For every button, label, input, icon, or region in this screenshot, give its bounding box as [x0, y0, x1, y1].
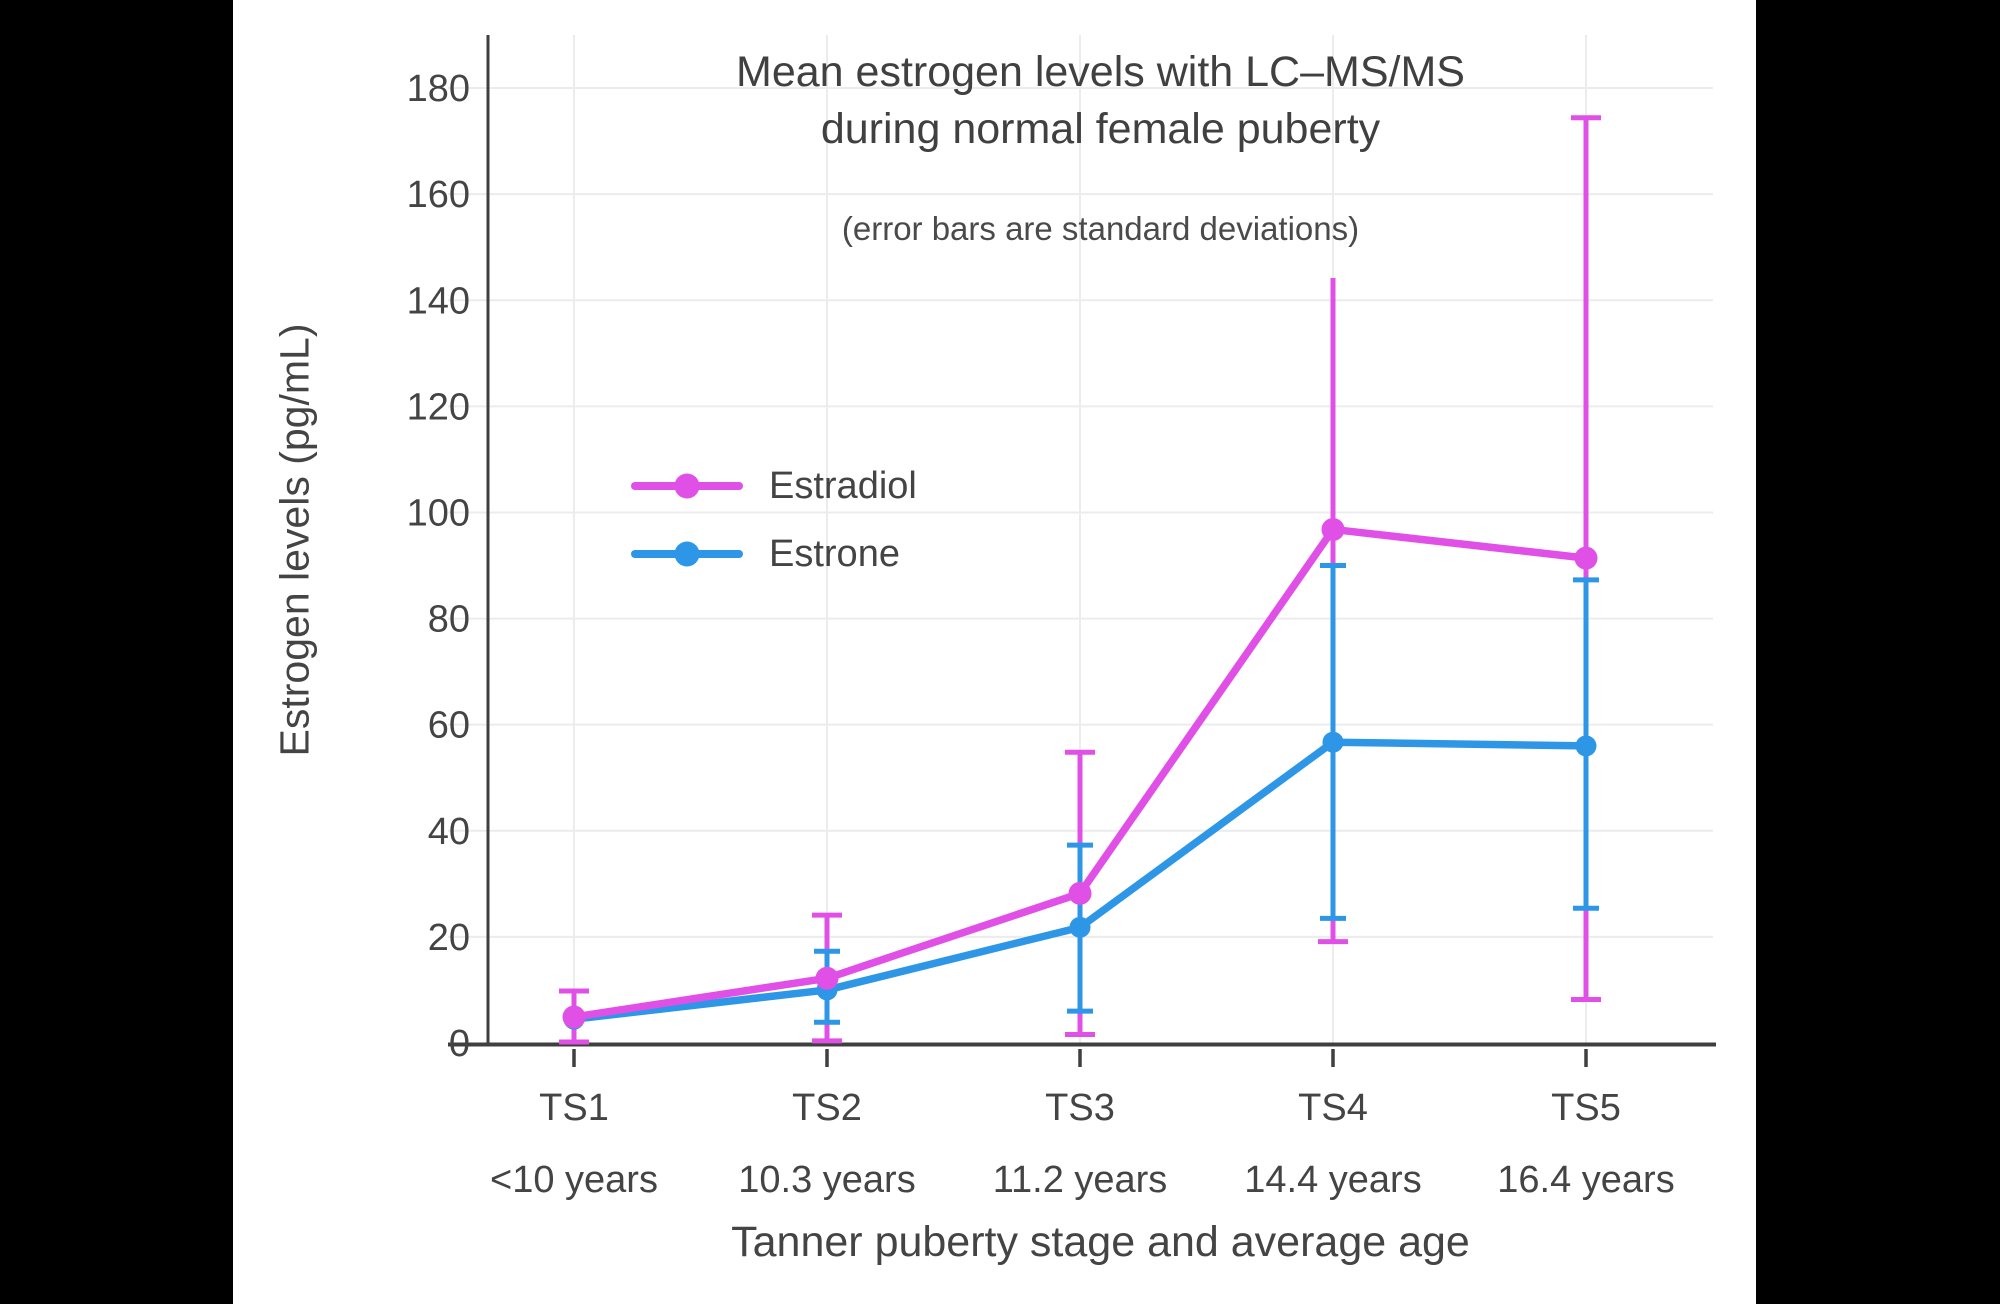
- x-tick-stage-TS4: TS4: [1298, 1087, 1368, 1129]
- chart-title-line2: during normal female puberty: [820, 105, 1381, 153]
- x-tick-stage-TS5: TS5: [1551, 1087, 1621, 1129]
- y-tick-label-140: 140: [407, 280, 470, 322]
- y-axis-title: Estrogen levels (pg/mL): [271, 323, 318, 757]
- y-tick-label-40: 40: [428, 811, 470, 853]
- estrone-marker-TS3: [1069, 916, 1091, 938]
- chart-title: Mean estrogen levels with LC–MS/MS durin…: [488, 44, 1713, 158]
- legend-entry-estradiol: Estradiol: [631, 452, 917, 520]
- x-tick-stage-TS2: TS2: [792, 1087, 862, 1129]
- y-tick-label-180: 180: [407, 68, 470, 110]
- chart-panel: 0 20 40 60 80 100 120 140 160 180 TS1 <10 years TS2 1…: [233, 0, 1756, 1304]
- estrone-marker-TS4: [1322, 731, 1344, 753]
- x-tick-age-TS1: <10 years: [490, 1159, 658, 1201]
- x-tick-stage-TS1: TS1: [539, 1087, 609, 1129]
- estradiol-marker-TS4: [1321, 517, 1345, 541]
- estradiol-marker-TS1: [562, 1005, 586, 1029]
- x-axis-title: Tanner puberty stage and average age: [731, 1218, 1470, 1266]
- legend-entry-estrone: Estrone: [631, 520, 917, 588]
- y-tick-label-120: 120: [407, 386, 470, 428]
- x-tick-age-TS2: 10.3 years: [738, 1159, 915, 1201]
- y-tick-label-100: 100: [407, 492, 470, 534]
- chart-plot-area: 0 20 40 60 80 100 120 140 160 180 TS1 <10 years TS2 1…: [407, 35, 1716, 1201]
- legend-label-estrone: Estrone: [769, 532, 900, 575]
- chart-title-line1: Mean estrogen levels with LC–MS/MS: [736, 48, 1465, 96]
- y-tick-label-0: 0: [449, 1023, 470, 1065]
- x-tick-age-TS3: 11.2 years: [993, 1159, 1168, 1201]
- estradiol-marker-TS2: [815, 966, 839, 990]
- y-tick-label-60: 60: [428, 705, 470, 747]
- legend: Estradiol Estrone: [631, 452, 917, 588]
- estradiol-line-swatch: [631, 473, 743, 499]
- estrone-marker-TS5: [1575, 735, 1597, 757]
- x-tick-age-TS4: 14.4 years: [1244, 1159, 1421, 1201]
- chart-subtitle: (error bars are standard deviations): [841, 210, 1360, 247]
- estradiol-marker-TS5: [1574, 546, 1598, 570]
- y-tick-label-160: 160: [407, 174, 470, 216]
- legend-label-estradiol: Estradiol: [769, 464, 917, 507]
- estradiol-marker-TS3: [1068, 881, 1092, 905]
- y-tick-label-80: 80: [428, 599, 470, 641]
- y-tick-label-20: 20: [428, 917, 470, 959]
- x-tick-age-TS5: 16.4 years: [1497, 1159, 1674, 1201]
- estrone-line-swatch: [631, 541, 743, 567]
- x-tick-stage-TS3: TS3: [1045, 1087, 1115, 1129]
